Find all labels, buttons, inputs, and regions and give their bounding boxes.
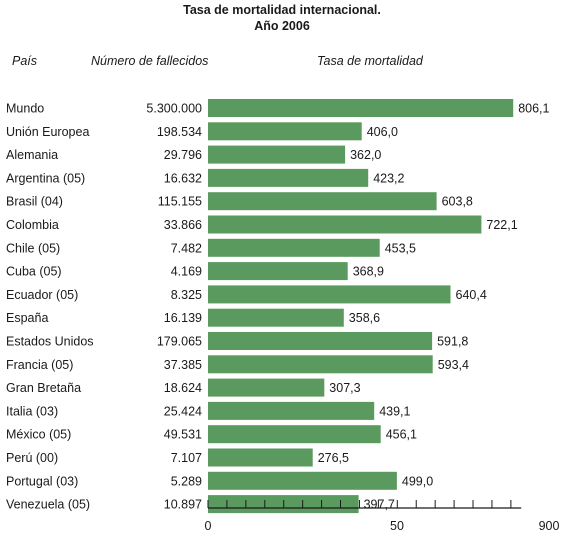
country-label: España xyxy=(6,311,48,325)
deaths-value: 29.796 xyxy=(164,148,202,162)
country-label: Italia (03) xyxy=(6,404,58,418)
bar xyxy=(208,332,433,350)
country-label: Venezuela (05) xyxy=(6,498,90,512)
bar-value-label: 722,1 xyxy=(486,218,517,232)
deaths-value: 10.897 xyxy=(164,498,202,512)
x-tick-label: 900 xyxy=(539,519,560,533)
bar-value-label: 456,1 xyxy=(386,428,417,442)
country-label: Mundo xyxy=(6,102,44,116)
deaths-value: 33.866 xyxy=(164,218,202,232)
bar-value-label: 640,4 xyxy=(456,288,487,302)
country-label: Gran Bretaña xyxy=(6,381,81,395)
country-label: Chile (05) xyxy=(6,241,60,255)
bar xyxy=(208,425,381,444)
bar xyxy=(208,308,344,327)
country-label: Portugal (03) xyxy=(6,474,78,488)
bar-value-label: 499,0 xyxy=(402,474,433,488)
bar-value-label: 593,4 xyxy=(438,358,469,372)
bar-value-label: 423,2 xyxy=(373,171,404,185)
bar-value-label: 307,3 xyxy=(329,381,360,395)
bar xyxy=(208,122,362,141)
bar xyxy=(208,215,482,234)
country-label: Unión Europea xyxy=(6,125,89,139)
bar xyxy=(208,355,433,374)
country-label: México (05) xyxy=(6,428,71,442)
bar-value-label: 362,0 xyxy=(350,148,381,162)
deaths-value: 7.107 xyxy=(171,451,202,465)
deaths-value: 25.424 xyxy=(164,404,202,418)
chart-title: Tasa de mortalidad internacional. xyxy=(183,3,381,17)
country-label: Argentina (05) xyxy=(6,171,85,185)
bar xyxy=(208,471,397,490)
bar xyxy=(208,448,313,467)
bar xyxy=(208,168,369,187)
deaths-value: 16.632 xyxy=(164,171,202,185)
bar xyxy=(208,378,325,397)
country-label: Brasil (04) xyxy=(6,195,63,209)
deaths-value: 18.624 xyxy=(164,381,202,395)
country-label: Cuba (05) xyxy=(6,265,62,279)
bar xyxy=(208,192,437,211)
country-label: Estados Unidos xyxy=(6,335,94,349)
x-tick-label: 0 xyxy=(205,519,212,533)
chart-subtitle: Año 2006 xyxy=(254,19,310,33)
bar-value-label: 591,8 xyxy=(437,335,468,349)
bar xyxy=(208,238,380,257)
bar xyxy=(208,262,348,281)
bar xyxy=(208,285,451,304)
deaths-value: 115.155 xyxy=(158,195,202,209)
bar-value-label: 603,8 xyxy=(442,195,473,209)
bar-value-label: 406,0 xyxy=(367,125,398,139)
deaths-value: 37.385 xyxy=(164,358,202,372)
deaths-value: 8.325 xyxy=(171,288,202,302)
bar xyxy=(208,145,346,164)
country-label: Perú (00) xyxy=(6,451,58,465)
country-label: Colombia xyxy=(6,218,59,232)
country-label: Ecuador (05) xyxy=(6,288,78,302)
bar-value-label: 397,7 xyxy=(364,498,395,512)
deaths-value: 16.139 xyxy=(164,311,202,325)
x-tick-label: 50 xyxy=(390,519,404,533)
rate-column-header: Tasa de mortalidad xyxy=(317,54,423,68)
deaths-column-header: Número de fallecidos xyxy=(91,54,209,68)
bar-value-label: 368,9 xyxy=(353,265,384,279)
deaths-value: 7.482 xyxy=(171,241,202,255)
deaths-value: 5.289 xyxy=(171,474,202,488)
bar xyxy=(208,99,514,117)
bar xyxy=(208,401,375,420)
deaths-value: 179.065 xyxy=(157,335,202,349)
deaths-value: 4.169 xyxy=(171,265,202,279)
bar-value-label: 806,1 xyxy=(518,102,549,116)
deaths-value: 49.531 xyxy=(164,428,202,442)
deaths-value: 5.300.000 xyxy=(146,102,202,116)
bar-value-label: 453,5 xyxy=(385,241,416,255)
bar-value-label: 358,6 xyxy=(349,311,380,325)
bar-value-label: 439,1 xyxy=(379,404,410,418)
bar-value-label: 276,5 xyxy=(318,451,349,465)
deaths-value: 198.534 xyxy=(157,125,202,139)
country-label: Francia (05) xyxy=(6,358,73,372)
country-column-header: País xyxy=(12,54,38,68)
country-label: Alemania xyxy=(6,148,58,162)
